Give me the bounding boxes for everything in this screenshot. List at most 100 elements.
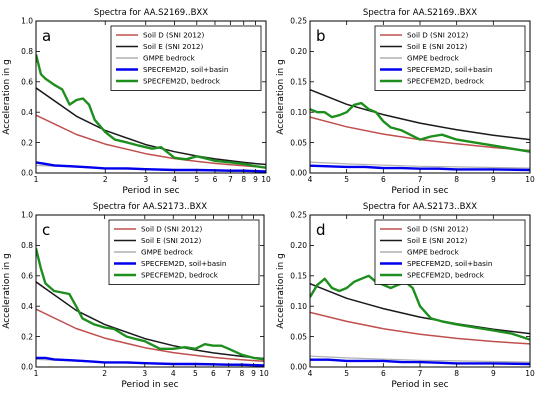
series-line-bedrock (310, 274, 530, 341)
x-tick-label: 8 (240, 369, 245, 378)
panel-title: Spectra for AA.S2173..BXX (93, 202, 207, 212)
y-tick-label: 0.0 (21, 363, 33, 372)
legend-label: GMPE bedrock (407, 54, 460, 63)
y-tick-label: 0.8 (21, 47, 33, 56)
y-tick-label: 0.25 (290, 211, 307, 220)
x-tick-label: 9 (253, 175, 258, 184)
y-tick-label: 1.0 (21, 17, 33, 26)
panel-letter: b (316, 27, 326, 45)
legend-label: SPECFEM2D, bedrock (143, 77, 221, 86)
x-tick-label: 3 (143, 175, 148, 184)
x-tick-label: 7 (418, 369, 423, 378)
y-tick-label: 0.6 (21, 272, 33, 281)
plot-frame (35, 214, 265, 368)
x-tick-label: 6 (211, 369, 216, 378)
series-line-bedrock (310, 101, 530, 153)
x-tick-label: 3 (142, 369, 147, 378)
series-line-soil-d (36, 114, 266, 168)
y-tick-label: 0.15 (290, 78, 307, 87)
panel-title: Spectra for AA.S2169..BXX (94, 8, 208, 18)
x-axis-label: Period in sec (391, 186, 448, 196)
x-tick-label: 1 (34, 369, 39, 378)
panel-c: Spectra for AA.S2173..BXX 0.0 0.2 0.4 0.6 0.8… (2, 202, 269, 390)
legend-label: SPECFEM2D, soil+basin (141, 259, 226, 268)
legend-label: SPECFEM2D, soil+basin (143, 65, 228, 74)
x-tick-label: 4 (171, 369, 176, 378)
y-tick-label: 0.05 (290, 332, 307, 341)
panel-letter: a (42, 27, 51, 45)
legend: Soil D (SNI 2012) Soil E (SNI 2012) GMPE b… (374, 219, 526, 285)
series-line-soil-d (310, 311, 530, 345)
y-tick-label: 0.0 (21, 169, 33, 178)
panel-letter: d (316, 221, 326, 239)
panel-title: Spectra for AA.S2169..BXX (363, 8, 477, 18)
x-tick-label: 9 (491, 175, 496, 184)
legend-label: GMPE bedrock (407, 248, 460, 257)
legend: Soil D (SNI 2012) Soil E (SNI 2012) GMPE b… (108, 219, 260, 285)
x-tick-label: 6 (381, 175, 386, 184)
series-line-soil-e (36, 87, 266, 166)
x-axis-label: Period in sec (121, 380, 178, 390)
y-axis-label: Acceleration in g (2, 59, 12, 135)
y-axis-label: Acceleration in g (276, 253, 286, 329)
panel-title: Spectra for AA.S2173..BXX (363, 202, 477, 212)
x-tick-label: 8 (241, 175, 246, 184)
x-tick-label: 5 (344, 175, 349, 184)
legend-label: SPECFEM2D, soil+basin (407, 65, 492, 74)
x-tick-label: 10 (525, 369, 535, 378)
x-axis-label: Period in sec (122, 186, 179, 196)
panel-letter: c (42, 221, 50, 239)
legend-label: SPECFEM2D, bedrock (407, 271, 485, 280)
legend-label: SPECFEM2D, bedrock (141, 271, 219, 280)
legend-label: Soil E (SNI 2012) (143, 42, 204, 51)
x-tick-label: 2 (103, 175, 108, 184)
y-tick-label: 0.25 (290, 17, 307, 26)
x-tick-label: 7 (226, 369, 231, 378)
x-tick-label: 8 (454, 175, 459, 184)
legend-label: GMPE bedrock (143, 54, 196, 63)
legend-label: Soil D (SNI 2012) (143, 31, 204, 40)
y-tick-label: 1.0 (21, 211, 33, 220)
x-tick-label: 9 (251, 369, 256, 378)
x-axis-label: Period in sec (391, 380, 448, 390)
x-tick-label: 2 (102, 369, 107, 378)
y-tick-label: 0.15 (290, 272, 307, 281)
series-line-gmpe (310, 161, 530, 169)
panel-b: Spectra for AA.S2169..BXX 0.00 0.05 0.10 0.1… (276, 8, 535, 196)
legend-label: SPECFEM2D, soil+basin (407, 259, 492, 268)
y-tick-label: 0.10 (290, 108, 307, 117)
legend-label: Soil D (SNI 2012) (407, 31, 468, 40)
y-tick-label: 0.20 (290, 241, 307, 250)
y-tick-label: 0.05 (290, 138, 307, 147)
y-tick-label: 0.00 (290, 169, 307, 178)
x-tick-label: 5 (194, 175, 199, 184)
series-line-bedrock (36, 54, 266, 169)
y-tick-label: 0.4 (21, 108, 33, 117)
x-tick-label: 4 (308, 175, 313, 184)
legend-label: Soil D (SNI 2012) (141, 225, 202, 234)
legend-label: Soil E (SNI 2012) (407, 42, 468, 51)
y-tick-label: 0.6 (21, 78, 33, 87)
x-tick-label: 6 (213, 175, 218, 184)
x-tick-label: 10 (259, 369, 269, 378)
x-tick-label: 4 (172, 175, 177, 184)
x-tick-label: 7 (228, 175, 233, 184)
y-tick-label: 0.10 (290, 302, 307, 311)
series-line-soil-basin (36, 161, 266, 173)
series-line-soil-basin (36, 356, 264, 367)
series-group (310, 274, 530, 366)
x-tick-label: 9 (491, 369, 496, 378)
y-tick-label: 0.2 (21, 332, 33, 341)
series-line-soil-e (310, 89, 530, 141)
y-tick-label: 0.20 (290, 47, 307, 56)
y-axis-label: Acceleration in g (276, 59, 286, 135)
x-tick-label: 7 (418, 175, 423, 184)
y-tick-label: 0.4 (21, 302, 33, 311)
x-tick-label: 10 (525, 175, 535, 184)
legend-label: Soil D (SNI 2012) (407, 225, 468, 234)
series-line-soil-basin (310, 358, 530, 366)
legend-label: SPECFEM2D, bedrock (407, 77, 485, 86)
series-line-soil-basin (310, 164, 530, 172)
y-tick-label: 0.00 (290, 363, 307, 372)
